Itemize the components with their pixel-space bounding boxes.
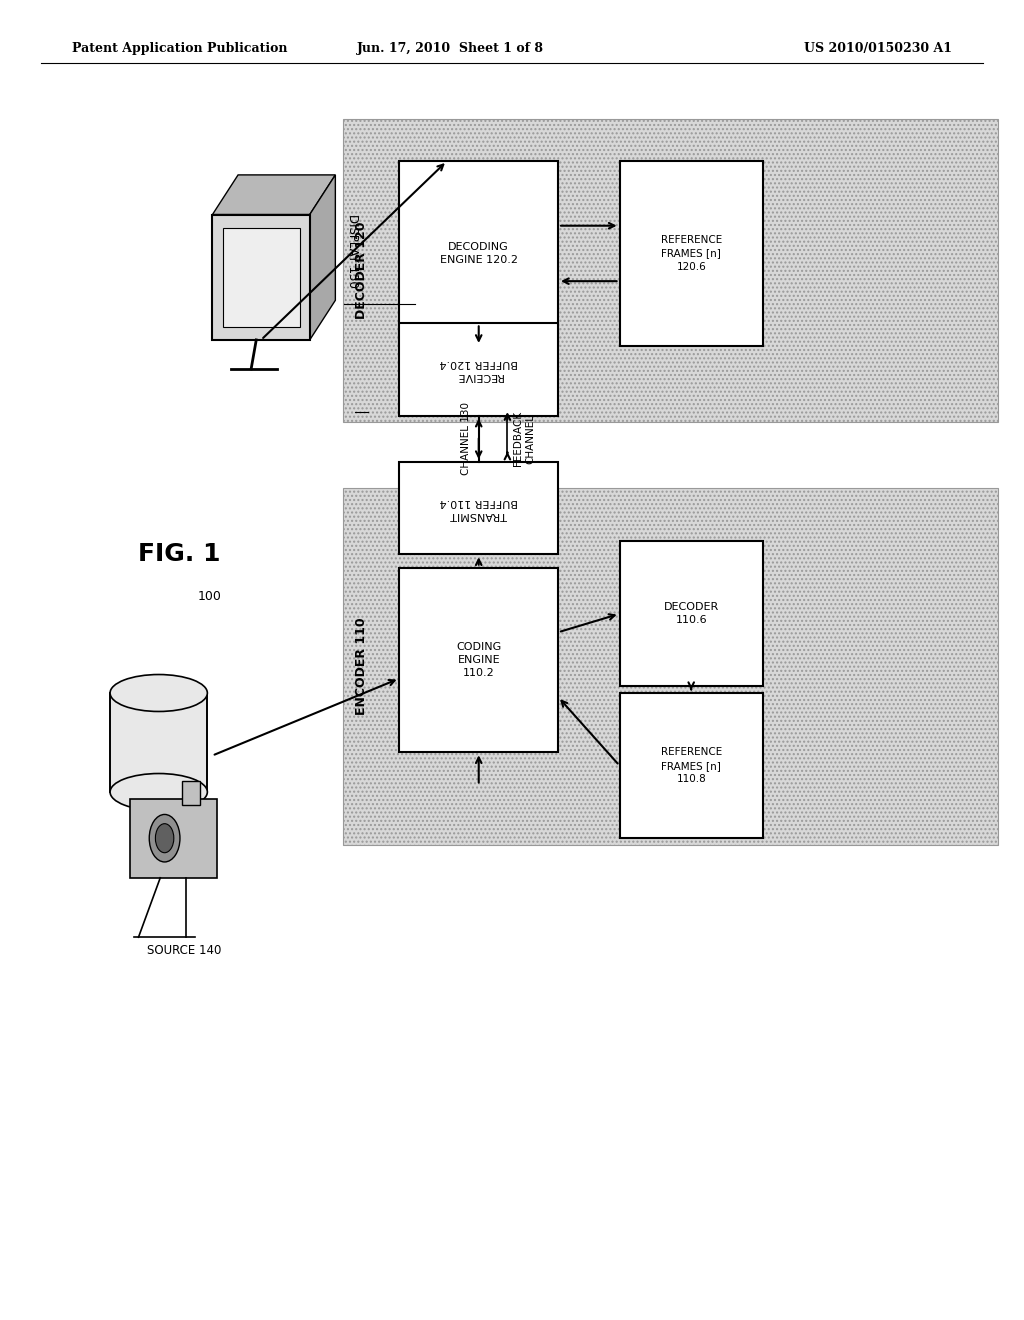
Text: DECODER
110.6: DECODER 110.6 <box>664 602 719 626</box>
Text: FEEDBACK
CHANNEL: FEEDBACK CHANNEL <box>513 412 535 466</box>
Polygon shape <box>223 227 299 326</box>
Text: DECODER 120: DECODER 120 <box>355 222 368 319</box>
Text: CHANNEL 130: CHANNEL 130 <box>462 403 471 475</box>
Bar <box>343 488 998 845</box>
Polygon shape <box>309 174 336 339</box>
Bar <box>399 323 558 416</box>
Text: Jun. 17, 2010  Sheet 1 of 8: Jun. 17, 2010 Sheet 1 of 8 <box>357 42 544 55</box>
Text: DISPLAY 150: DISPLAY 150 <box>346 214 358 288</box>
Text: REFERENCE
FRAMES [n]
120.6: REFERENCE FRAMES [n] 120.6 <box>660 235 722 272</box>
Text: RECEIVE
BUFFER 120.4: RECEIVE BUFFER 120.4 <box>439 358 518 381</box>
Bar <box>620 693 763 838</box>
Ellipse shape <box>150 814 180 862</box>
Text: TRANSMIT
BUFFER 110.4: TRANSMIT BUFFER 110.4 <box>439 496 518 520</box>
Polygon shape <box>213 174 336 214</box>
Bar <box>620 541 763 686</box>
Text: 100: 100 <box>198 590 222 603</box>
Text: SOURCE 140: SOURCE 140 <box>147 944 221 957</box>
Bar <box>182 781 201 805</box>
Bar <box>399 161 558 346</box>
Bar <box>130 799 217 878</box>
Ellipse shape <box>156 824 174 853</box>
Text: US 2010/0150230 A1: US 2010/0150230 A1 <box>804 42 952 55</box>
Bar <box>399 462 558 554</box>
Bar <box>343 119 998 422</box>
Bar <box>399 568 558 752</box>
Text: DECODING
ENGINE 120.2: DECODING ENGINE 120.2 <box>439 242 518 265</box>
Text: CODING
ENGINE
110.2: CODING ENGINE 110.2 <box>456 642 502 678</box>
Text: ENCODER 110: ENCODER 110 <box>355 618 368 715</box>
Ellipse shape <box>111 774 207 810</box>
Text: Patent Application Publication: Patent Application Publication <box>72 42 287 55</box>
Text: REFERENCE
FRAMES [n]
110.8: REFERENCE FRAMES [n] 110.8 <box>660 747 722 784</box>
Polygon shape <box>213 214 309 339</box>
Bar <box>111 693 207 792</box>
Bar <box>620 161 763 346</box>
Ellipse shape <box>111 675 207 711</box>
Text: FIG. 1: FIG. 1 <box>138 543 220 566</box>
